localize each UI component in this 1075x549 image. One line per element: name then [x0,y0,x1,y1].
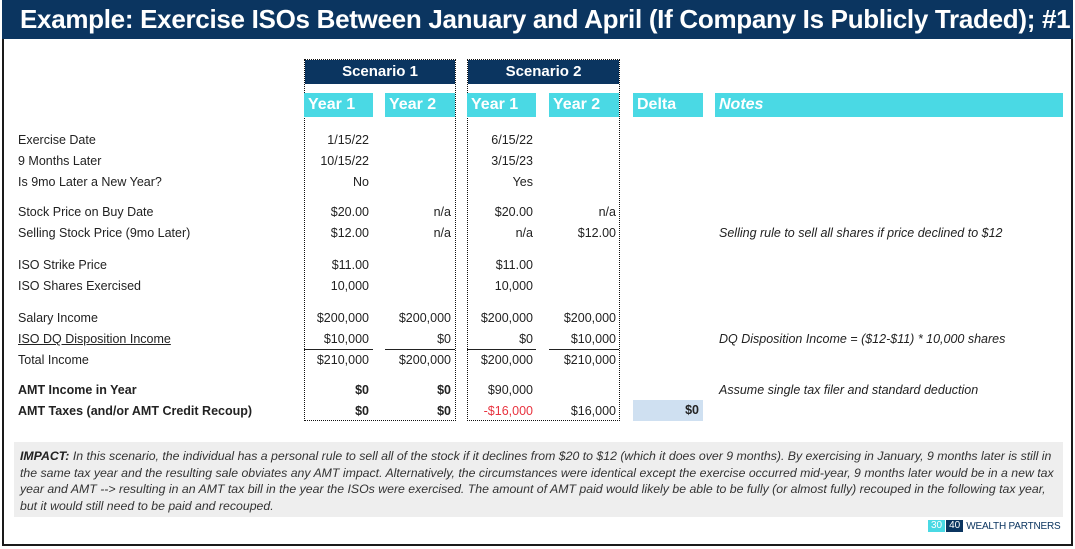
col-header-s2-year1: Year 1 [467,93,536,117]
row-label-amt-income: AMT Income in Year [18,383,137,397]
logo-text: WEALTH PARTNERS [966,520,1061,532]
cell-value: No [353,175,369,189]
cell-value: $90,000 [487,383,533,397]
cell-value: $11.00 [495,258,533,272]
row-label-strike-price: ISO Strike Price [18,258,107,272]
cell-value: n/a [598,205,616,219]
col-header-delta: Delta [633,93,703,117]
note-selling-rule: Selling rule to sell all shares if price… [719,226,1003,240]
cell-value: $20.00 [330,205,369,219]
row-label-new-year: Is 9mo Later a New Year? [18,175,162,189]
cell-value: $0 [437,404,451,418]
cell-value: $200,000 [316,311,369,325]
row-label-total-income: Total Income [18,353,89,367]
cell-value: n/a [433,205,451,219]
cell-value: $210,000 [563,353,616,367]
cell-value: $16,000 [570,404,616,418]
col-header-s2-year2: Year 2 [549,93,619,117]
impact-text: In this scenario, the individual has a p… [20,449,1054,513]
cell-value: $10,000 [323,332,369,346]
cell-value: n/a [433,226,451,240]
cell-value: $210,000 [316,353,369,367]
row-label-shares-exercised: ISO Shares Exercised [18,279,141,293]
cell-value: 1/15/22 [327,133,369,147]
cell-value: $0 [437,383,451,397]
cell-value: Yes [512,175,533,189]
cell-value: $0 [437,332,451,346]
delta-amt-taxes: $0 [633,400,703,421]
row-label-exercise-date: Exercise Date [18,133,96,147]
impact-label: IMPACT: [20,449,70,463]
logo-mark-40: 40 [946,520,964,532]
page-title: Example: Exercise ISOs Between January a… [2,0,1073,39]
sum-underline [304,349,373,350]
row-label-stock-price-buy: Stock Price on Buy Date [18,205,154,219]
row-label-salary-income: Salary Income [18,311,98,325]
scenario-1-box: Scenario 1 [304,59,456,421]
cell-value: $200,000 [480,311,533,325]
cell-value: 10,000 [494,279,533,293]
impact-box: IMPACT: In this scenario, the individual… [14,442,1063,517]
col-header-notes: Notes [715,93,1063,117]
cell-value: $12.00 [577,226,616,240]
note-dq-income: DQ Disposition Income = ($12-$11) * 10,0… [719,332,1006,346]
col-header-s1-year1: Year 1 [304,93,373,117]
col-header-s1-year2: Year 2 [385,93,455,117]
scenario-1-header: Scenario 1 [305,60,455,84]
cell-value: $200,000 [563,311,616,325]
sum-underline [385,349,455,350]
cell-value: $0 [355,404,369,418]
logo-mark-30: 30 [928,520,946,532]
cell-value: n/a [515,226,533,240]
row-label-dq-income: ISO DQ Disposition Income [18,332,171,346]
cell-value: 10,000 [330,279,369,293]
cell-value: $11.00 [331,258,369,272]
note-tax-filer: Assume single tax filer and standard ded… [719,383,979,397]
cell-value: $200,000 [398,311,451,325]
sum-underline [467,349,536,350]
cell-value: 10/15/22 [320,154,369,168]
cell-value: $200,000 [480,353,533,367]
scenario-2-header: Scenario 2 [468,60,619,84]
cell-value: $10,000 [570,332,616,346]
scenario-2-box: Scenario 2 [467,59,620,421]
cell-value: $0 [355,383,369,397]
cell-value: $0 [519,332,533,346]
cell-value: $12.00 [330,226,369,240]
company-logo: 30 40 WEALTH PARTNERS [928,520,1061,532]
row-label-amt-taxes: AMT Taxes (and/or AMT Credit Recoup) [18,404,253,418]
cell-value: $20.00 [494,205,533,219]
cell-value: 3/15/23 [491,154,533,168]
cell-value-negative: -$16,000 [483,404,533,418]
row-label-selling-price: Selling Stock Price (9mo Later) [18,226,191,240]
sum-underline [549,349,619,350]
row-label-9-months-later: 9 Months Later [18,154,102,168]
cell-value: 6/15/22 [491,133,533,147]
cell-value: $200,000 [398,353,451,367]
